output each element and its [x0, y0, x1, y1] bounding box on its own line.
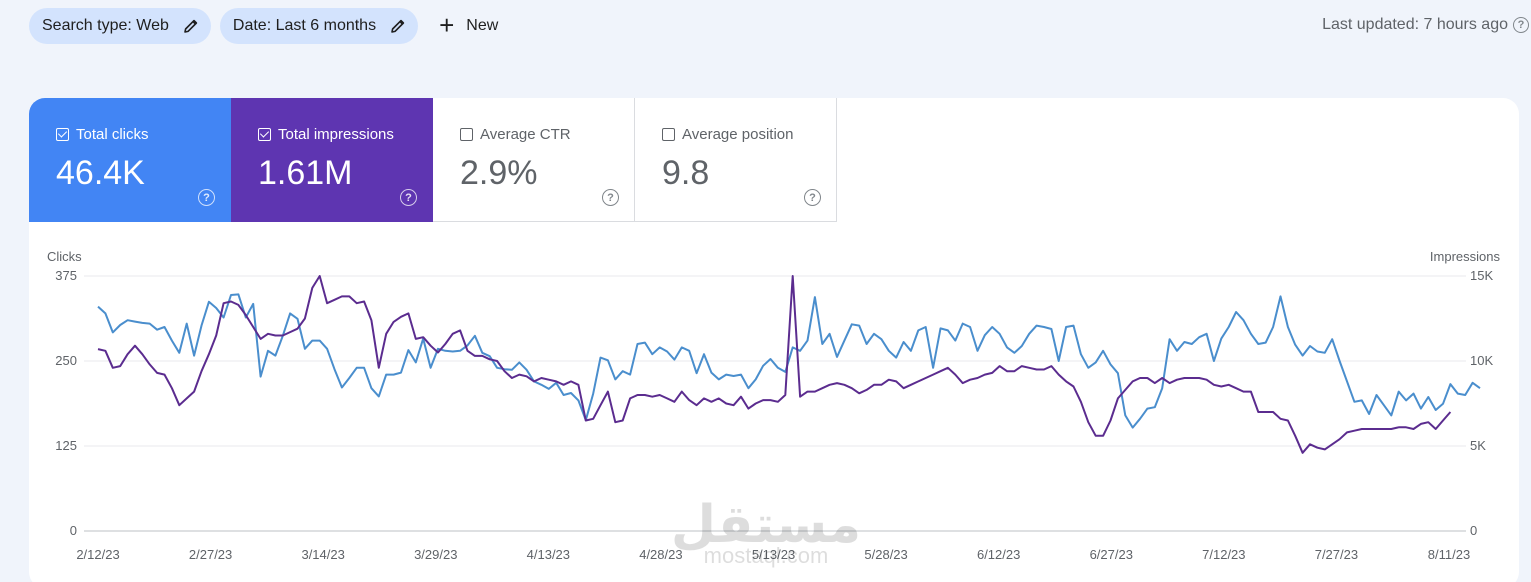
new-filter-button[interactable]: + New — [427, 8, 510, 44]
metric-tabs: Total clicks 46.4K ? Total impressions 1… — [29, 98, 837, 222]
date-range-chip[interactable]: Date: Last 6 months — [219, 8, 419, 44]
search-type-chip[interactable]: Search type: Web — [29, 8, 211, 44]
performance-card: Total clicks 46.4K ? Total impressions 1… — [29, 98, 1519, 582]
metric-average-position[interactable]: Average position 9.8 ? — [635, 98, 837, 222]
metric-label: Total clicks — [76, 126, 149, 143]
checkbox-checked-icon[interactable] — [56, 128, 69, 141]
metric-label: Average position — [682, 126, 794, 143]
help-icon[interactable]: ? — [1513, 17, 1529, 33]
metric-value: 1.61M — [258, 154, 353, 192]
checkbox-unchecked-icon[interactable] — [460, 128, 473, 141]
metric-label: Total impressions — [278, 126, 394, 143]
last-updated-text: Last updated: 7 hours ago — [1322, 16, 1508, 33]
plus-icon: + — [439, 10, 455, 40]
checkbox-unchecked-icon[interactable] — [662, 128, 675, 141]
metric-label-row: Average CTR — [460, 126, 571, 143]
pencil-icon — [184, 19, 198, 33]
metric-label-row: Total impressions — [258, 126, 394, 143]
search-type-chip-label: Search type: Web — [42, 17, 169, 34]
metric-label: Average CTR — [480, 126, 571, 143]
help-icon[interactable]: ? — [400, 189, 417, 206]
date-range-chip-label: Date: Last 6 months — [232, 17, 377, 34]
help-icon[interactable]: ? — [602, 189, 619, 206]
help-icon[interactable]: ? — [198, 189, 215, 206]
metric-total-impressions[interactable]: Total impressions 1.61M ? — [231, 98, 433, 222]
filter-toolbar: Search type: Web Date: Last 6 months + N… — [29, 8, 510, 44]
pencil-icon — [391, 19, 405, 33]
metric-label-row: Total clicks — [56, 126, 149, 143]
metric-value: 2.9% — [460, 154, 538, 192]
new-filter-label: New — [466, 17, 499, 34]
metric-average-ctr[interactable]: Average CTR 2.9% ? — [433, 98, 635, 222]
checkbox-checked-icon[interactable] — [258, 128, 271, 141]
metric-total-clicks[interactable]: Total clicks 46.4K ? — [29, 98, 231, 222]
metric-value: 46.4K — [56, 154, 145, 192]
metric-value: 9.8 — [662, 154, 710, 192]
help-icon[interactable]: ? — [804, 189, 821, 206]
metric-label-row: Average position — [662, 126, 793, 143]
last-updated: Last updated: 7 hours ago ? — [1322, 16, 1529, 34]
